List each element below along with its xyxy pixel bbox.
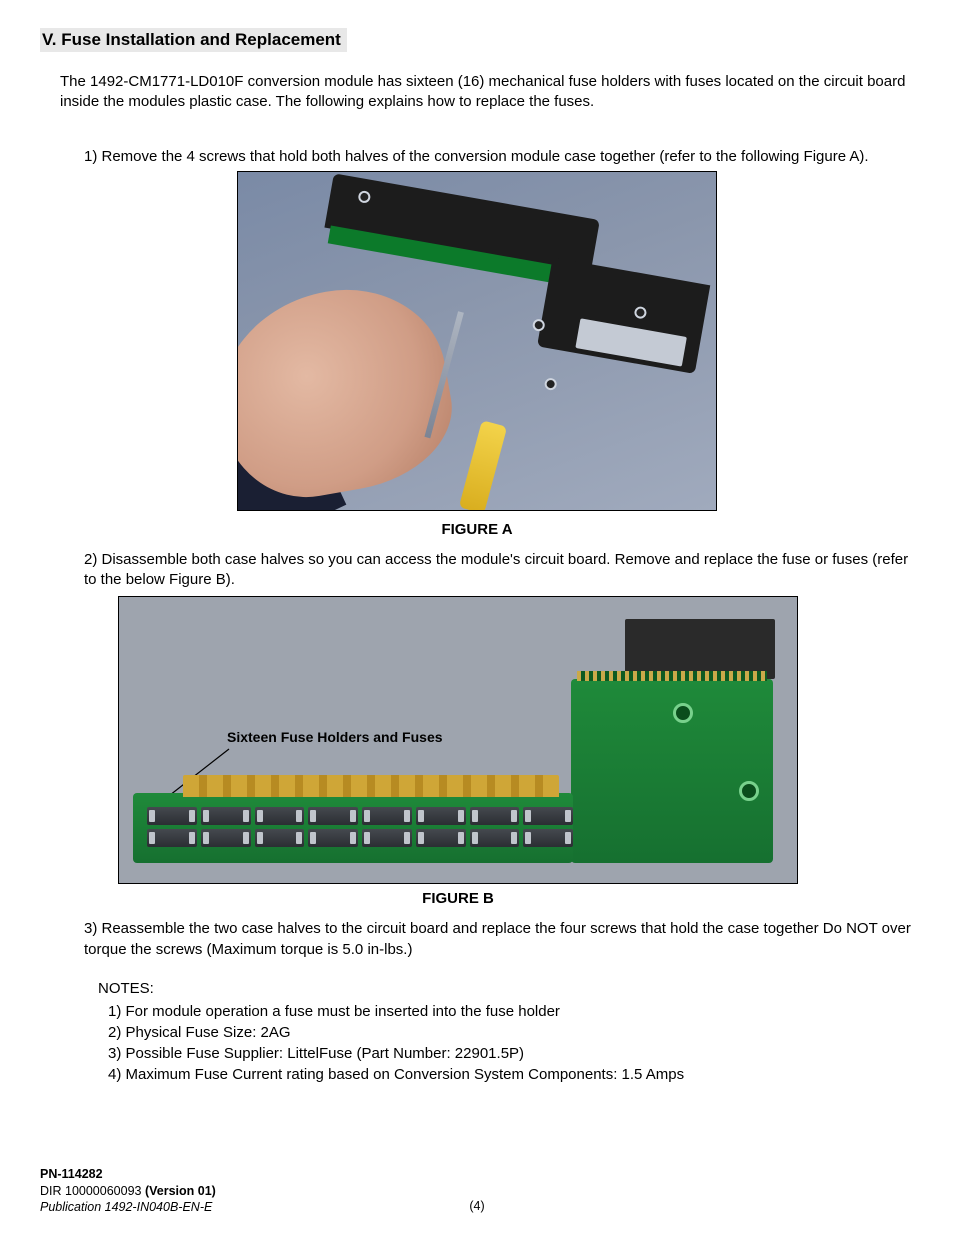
fuse [523,829,573,847]
fuse [470,829,520,847]
fuse [147,807,197,825]
figure-a-caption: FIGURE A [40,521,914,538]
footer-version: (Version 01) [145,1184,216,1198]
figure-a-container: FIGURE A [40,171,914,538]
footer-dir: DIR 10000060093 [40,1184,145,1198]
fuse [416,829,466,847]
fuse-row-bottom [147,829,573,847]
footer-pn: PN-114282 [40,1167,103,1181]
fuse [201,807,251,825]
fuse [255,807,305,825]
fuse [255,829,305,847]
note-line: 1) For module operation a fuse must be i… [108,1001,914,1022]
figure-b-gold-strip [183,775,559,797]
note-line: 4) Maximum Fuse Current rating based on … [108,1064,914,1085]
fuse [362,829,412,847]
fuse [416,807,466,825]
intro-paragraph: The 1492-CM1771-LD010F conversion module… [60,72,914,113]
step-1: 1) Remove the 4 screws that hold both ha… [84,147,914,167]
notes-title: NOTES: [98,978,914,999]
note-line: 2) Physical Fuse Size: 2AG [108,1022,914,1043]
figure-b-image: Sixteen Fuse Holders and Fuses [118,596,798,884]
fuse [308,829,358,847]
notes-block: NOTES: 1) For module operation a fuse mu… [98,978,914,1085]
note-line: 3) Possible Fuse Supplier: LittelFuse (P… [108,1043,914,1064]
fuse [523,807,573,825]
figure-b-pcb-right [571,679,773,863]
section-title: V. Fuse Installation and Replacement [40,28,347,52]
figure-b-caption: FIGURE B [118,890,798,907]
fuse [362,807,412,825]
fuse-row-top [147,807,573,825]
figure-b-callout: Sixteen Fuse Holders and Fuses [227,729,443,745]
fuse [470,807,520,825]
fuse [201,829,251,847]
step-2: 2) Disassemble both case halves so you c… [84,550,914,591]
figure-b-connector-pins [577,671,767,681]
figure-b-container: Sixteen Fuse Holders and Fuses [118,596,914,907]
page-number: (4) [0,1199,954,1213]
fuse [308,807,358,825]
step-3: 3) Reassemble the two case halves to the… [84,919,914,960]
figure-a-image [237,171,717,511]
figure-b-pcb-main [133,793,573,863]
figure-b-connector [625,619,775,679]
fuse [147,829,197,847]
